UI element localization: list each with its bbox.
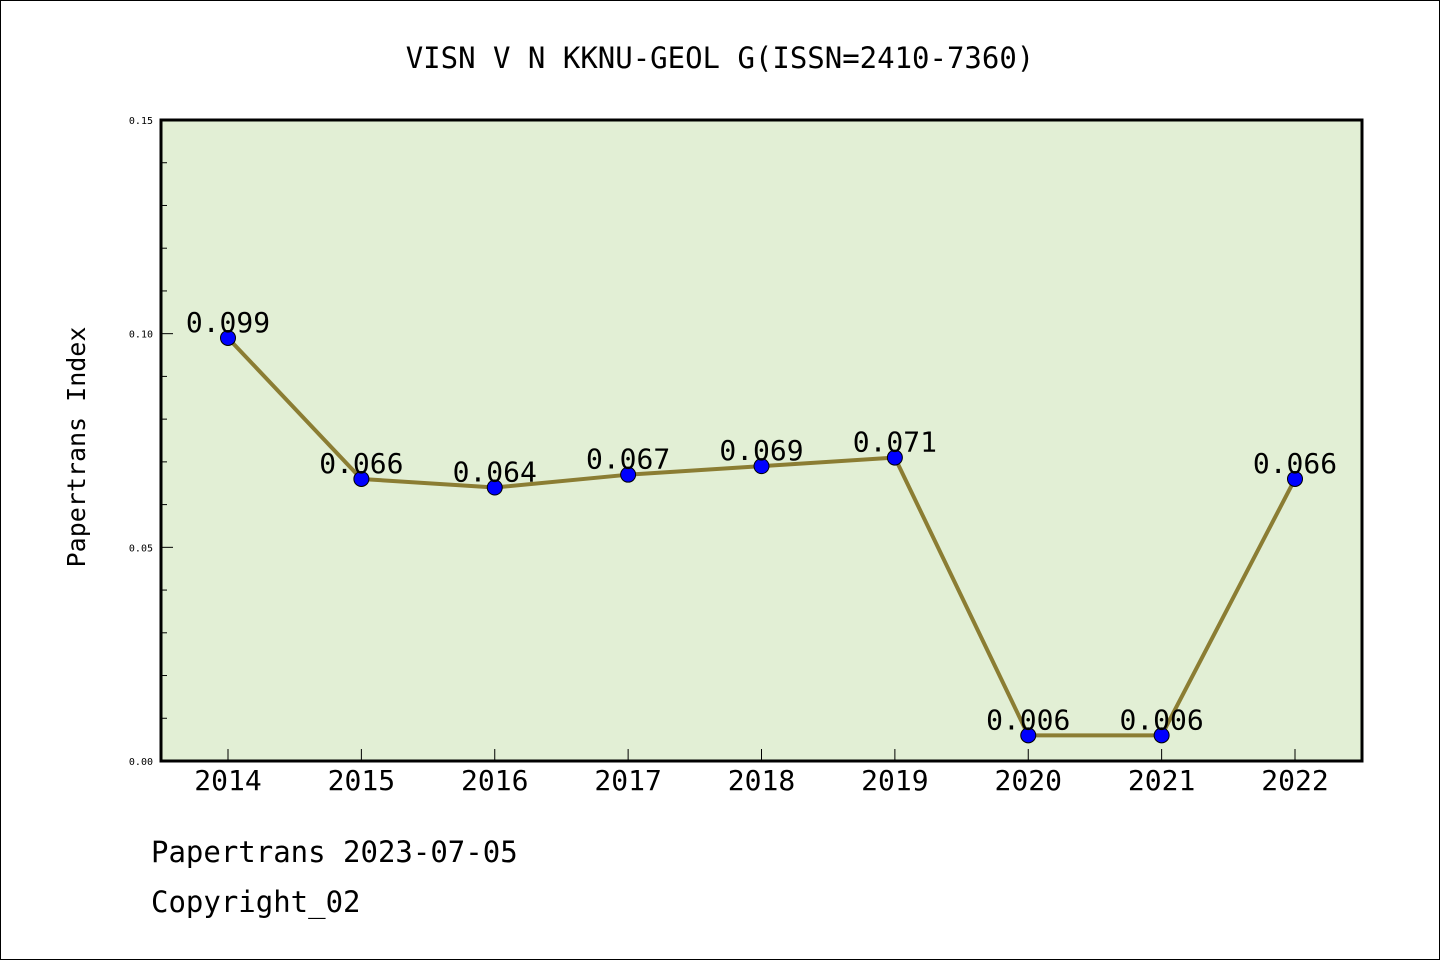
footer-copyright: Copyright_02 xyxy=(151,885,361,919)
footer-date: Papertrans 2023-07-05 xyxy=(151,835,518,869)
data-label: 0.006 xyxy=(986,703,1070,736)
y-tick-label: 0.15 xyxy=(129,116,153,127)
data-point-marker xyxy=(353,470,370,487)
x-tick-label: 2022 xyxy=(1261,764,1328,797)
chart-title: VISN V N KKNU-GEOL G(ISSN=2410-7360) xyxy=(406,41,1035,75)
data-label: 0.064 xyxy=(453,456,537,489)
x-tick-label: 2020 xyxy=(995,764,1062,797)
data-label: 0.099 xyxy=(186,306,270,339)
data-point-marker xyxy=(1020,727,1037,744)
x-tick-label: 2016 xyxy=(461,764,528,797)
data-point-marker xyxy=(620,466,637,483)
data-label: 0.071 xyxy=(853,426,937,459)
data-label: 0.066 xyxy=(319,447,403,480)
data-point-marker xyxy=(753,458,770,475)
y-axis-label: Papertrans Index xyxy=(62,327,91,568)
x-tick-label: 2021 xyxy=(1128,764,1195,797)
y-tick-label: 0.10 xyxy=(129,330,153,341)
y-tick-label: 0.05 xyxy=(129,543,153,554)
data-label: 0.006 xyxy=(1119,703,1203,736)
data-point-marker xyxy=(1153,727,1170,744)
data-label: 0.069 xyxy=(719,434,803,467)
y-tick-label: 0.00 xyxy=(129,757,153,768)
data-label: 0.066 xyxy=(1253,447,1337,480)
data-point-marker xyxy=(1287,470,1303,487)
data-point-marker xyxy=(886,449,903,466)
plot-area xyxy=(159,118,1364,763)
x-tick-label: 2017 xyxy=(594,764,661,797)
x-tick-label: 2015 xyxy=(328,764,395,797)
x-tick-label: 2018 xyxy=(728,764,795,797)
data-label: 0.067 xyxy=(586,443,670,476)
data-point-marker xyxy=(486,479,503,496)
data-point-marker xyxy=(220,329,236,346)
x-tick-label: 2014 xyxy=(194,764,261,797)
x-tick-label: 2019 xyxy=(861,764,928,797)
